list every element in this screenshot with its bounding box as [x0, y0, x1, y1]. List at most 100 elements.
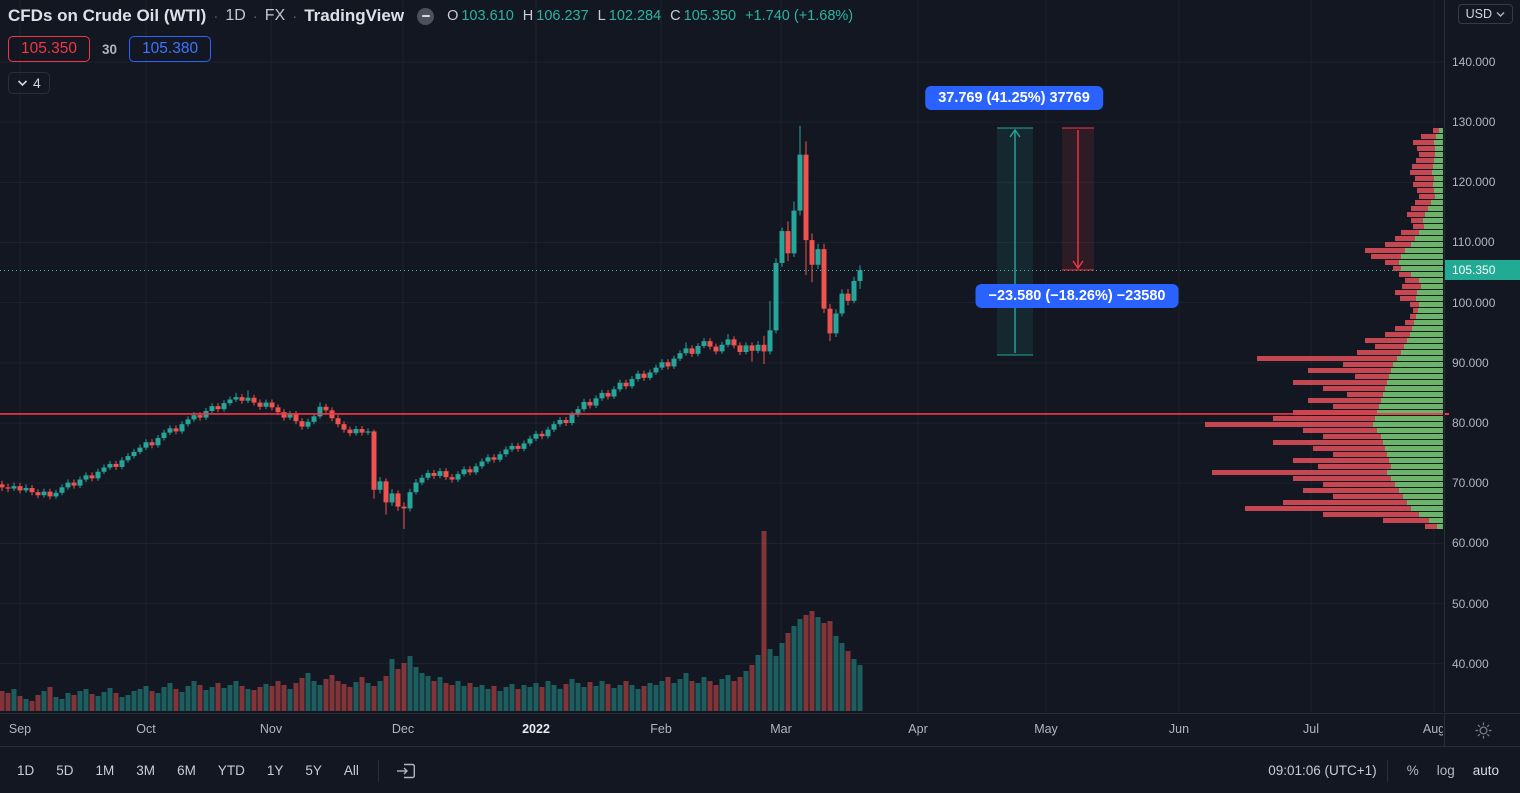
- main-chart-area[interactable]: CFDs on Crude Oil (WTI) · 1D · FX · Trad…: [0, 0, 1443, 712]
- volume-bar: [365, 683, 371, 711]
- volume-bar: [77, 691, 83, 711]
- candle: [653, 367, 659, 373]
- volume-profile-row: [1365, 248, 1443, 253]
- range-button-6m[interactable]: 6M: [177, 763, 196, 778]
- volume-bar: [659, 681, 665, 711]
- candle: [449, 477, 455, 480]
- volume-profile-row-up: [1419, 278, 1443, 283]
- range-button-3m[interactable]: 3M: [136, 763, 156, 778]
- volume-bar: [851, 659, 857, 711]
- auto-scale-button[interactable]: auto: [1472, 763, 1499, 778]
- volume-profile-row-up: [1385, 386, 1443, 391]
- volume-bar: [707, 681, 713, 711]
- volume-bar: [329, 675, 335, 711]
- hide-indicator-icon[interactable]: [417, 7, 435, 25]
- range-button-1d[interactable]: 1D: [17, 763, 35, 778]
- candle: [491, 457, 497, 460]
- candle: [467, 469, 473, 473]
- candle: [383, 481, 389, 503]
- candle: [65, 482, 71, 488]
- volume-profile-row-up: [1407, 500, 1443, 505]
- volume-bar: [845, 651, 851, 711]
- volume-profile-row: [1413, 140, 1443, 145]
- volume-bar: [725, 675, 731, 711]
- range-button-5d[interactable]: 5D: [56, 763, 74, 778]
- volume-profile-row: [1416, 158, 1443, 163]
- currency-selector[interactable]: USD: [1457, 4, 1513, 24]
- candle: [479, 461, 485, 467]
- volume-bar: [521, 685, 527, 711]
- axis-corner: [1444, 713, 1520, 746]
- price-range-label-up[interactable]: 37.769 (41.25%) 37769: [925, 86, 1103, 110]
- time-axis-label: Mar: [770, 722, 792, 736]
- volume-bar: [497, 691, 503, 711]
- volume-bar: [689, 681, 695, 711]
- range-button-1m[interactable]: 1M: [95, 763, 115, 778]
- volume-profile-row: [1419, 194, 1443, 199]
- time-axis[interactable]: Sep Oct Nov Dec 2022 Feb Mar Apr May Jun Jul Aug: [0, 713, 1443, 746]
- volume-bar: [629, 685, 635, 711]
- volume-bar: [467, 683, 473, 711]
- volume-bar: [557, 689, 563, 711]
- volume-profile-row-up: [1431, 200, 1443, 205]
- volume-profile-row: [1257, 356, 1443, 361]
- volume-bar: [779, 643, 785, 711]
- toolbar-right: 09:01:06 (UTC+1) % log auto: [1268, 759, 1508, 782]
- price-axis[interactable]: USD 105.350 140.000 130.000 120.000 110.000…: [1444, 0, 1520, 712]
- sell-price-button[interactable]: 105.350: [8, 36, 91, 62]
- volume-bar: [137, 689, 143, 711]
- symbol-title[interactable]: CFDs on Crude Oil (WTI): [8, 6, 207, 25]
- timeframe-label[interactable]: 1D: [225, 7, 246, 24]
- candle: [497, 454, 503, 460]
- volume-profile-row-up: [1403, 494, 1443, 499]
- clock-timezone[interactable]: 09:01:06 (UTC+1): [1268, 763, 1377, 778]
- volume-bar: [131, 691, 137, 711]
- candle: [395, 493, 401, 507]
- candle: [23, 487, 29, 491]
- volume-bar: [203, 690, 209, 711]
- candle: [401, 506, 407, 509]
- candle: [269, 402, 275, 408]
- go-to-date-button[interactable]: [389, 759, 423, 783]
- range-button-1y[interactable]: 1Y: [266, 763, 284, 778]
- candle: [59, 487, 65, 493]
- chart-settings-gear-icon[interactable]: [1474, 721, 1493, 740]
- volume-profile-row-up: [1416, 314, 1443, 319]
- volume-profile-row: [1323, 512, 1443, 517]
- log-scale-button[interactable]: log: [1436, 763, 1455, 778]
- volume-profile-row-up: [1395, 482, 1443, 487]
- range-button-ytd[interactable]: YTD: [217, 763, 245, 778]
- candle: [11, 486, 17, 489]
- time-axis-label: Jun: [1168, 722, 1190, 736]
- volume-bar: [569, 679, 575, 711]
- candle: [857, 270, 863, 282]
- price-range-label-down[interactable]: −23.580 (−18.26%) −23580: [975, 284, 1179, 308]
- percent-scale-button[interactable]: %: [1406, 763, 1419, 778]
- volume-bar: [239, 686, 245, 711]
- volume-bar: [695, 683, 701, 711]
- volume-bar: [545, 681, 551, 711]
- candle: [821, 249, 827, 309]
- candle: [671, 358, 677, 367]
- range-button-all[interactable]: All: [343, 763, 359, 778]
- quote-row: 105.350 30 105.380: [8, 36, 212, 62]
- volume-profile-row-up: [1389, 374, 1443, 379]
- volume-profile-row-up: [1381, 434, 1443, 439]
- volume-profile-row-up: [1432, 170, 1443, 175]
- volume-bar: [809, 611, 815, 711]
- candle: [641, 373, 647, 378]
- candlestick-chart-canvas[interactable]: [0, 0, 1443, 712]
- quantity-value[interactable]: 30: [102, 41, 118, 57]
- candle: [263, 402, 269, 407]
- volume-profile-row-up: [1434, 140, 1443, 145]
- collapse-indicators-button[interactable]: 4: [8, 72, 50, 94]
- volume-bar: [713, 685, 719, 711]
- price-tick-label: 70.000: [1452, 476, 1489, 491]
- volume-bar: [341, 684, 347, 711]
- go-to-date-calendar-icon: [396, 763, 415, 778]
- buy-price-button[interactable]: 105.380: [129, 36, 212, 62]
- range-button-5y[interactable]: 5Y: [305, 763, 322, 778]
- volume-profile-row: [1419, 152, 1443, 157]
- volume-profile-row-up: [1419, 230, 1443, 235]
- candle: [617, 382, 623, 390]
